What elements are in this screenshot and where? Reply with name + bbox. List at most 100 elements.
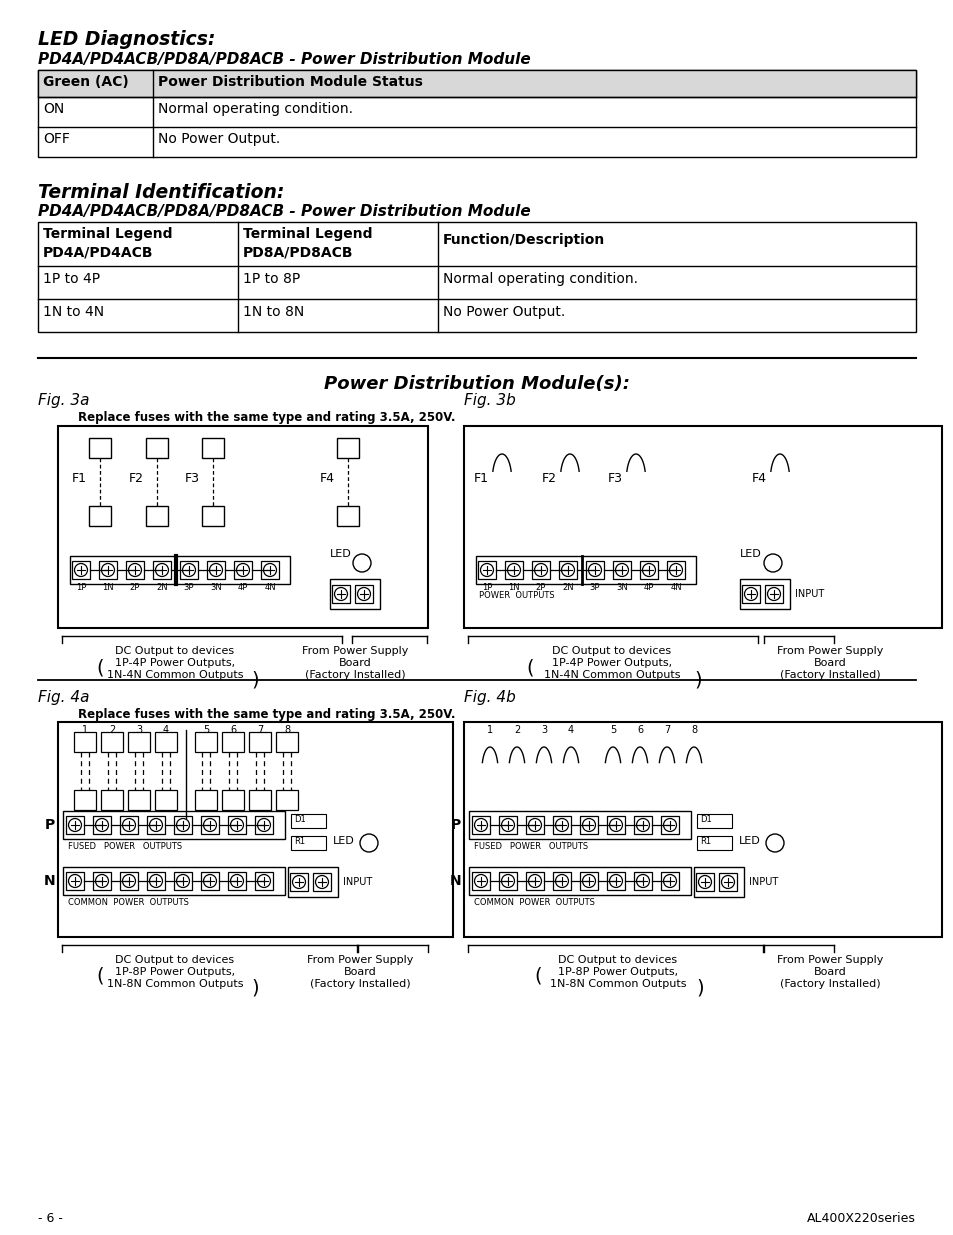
Bar <box>693 867 743 897</box>
Text: F1: F1 <box>474 473 489 485</box>
Text: (Factory Installed): (Factory Installed) <box>304 671 405 680</box>
Text: Terminal Identification:: Terminal Identification: <box>38 183 284 203</box>
Text: 1N: 1N <box>102 583 113 592</box>
Text: 1N to 8N: 1N to 8N <box>243 305 304 319</box>
Text: Normal operating condition.: Normal operating condition. <box>442 272 638 287</box>
Text: INPUT: INPUT <box>343 877 372 887</box>
Bar <box>579 872 598 890</box>
Bar <box>463 722 941 937</box>
Bar <box>275 732 297 752</box>
Bar <box>585 561 603 579</box>
Text: D1: D1 <box>700 815 711 824</box>
Text: Fig. 3a: Fig. 3a <box>38 393 90 408</box>
Text: DC Output to devices: DC Output to devices <box>115 646 234 656</box>
Text: 6: 6 <box>637 725 642 735</box>
Bar <box>89 506 111 526</box>
Text: PD4A/PD4ACB/PD8A/PD8ACB - Power Distribution Module: PD4A/PD4ACB/PD8A/PD8ACB - Power Distribu… <box>38 52 530 67</box>
Text: 4N: 4N <box>264 583 275 592</box>
Text: From Power Supply: From Power Supply <box>307 955 413 965</box>
Text: Board: Board <box>338 658 371 668</box>
Text: Board: Board <box>813 658 845 668</box>
Bar <box>741 585 760 603</box>
Bar <box>330 579 379 609</box>
Text: Fig. 4a: Fig. 4a <box>38 690 90 705</box>
Text: 3: 3 <box>540 725 546 735</box>
Text: 1: 1 <box>82 725 88 735</box>
Text: 2P: 2P <box>536 583 546 592</box>
Bar <box>469 867 690 895</box>
Text: F4: F4 <box>751 473 766 485</box>
Text: 3P: 3P <box>589 583 599 592</box>
Text: Power Distribution Module(s):: Power Distribution Module(s): <box>324 375 629 393</box>
Text: P: P <box>45 818 55 832</box>
Text: 4: 4 <box>163 725 169 735</box>
Bar <box>498 816 517 834</box>
Text: F3: F3 <box>185 473 200 485</box>
Bar <box>660 872 679 890</box>
Text: DC Output to devices: DC Output to devices <box>115 955 234 965</box>
Bar <box>194 790 216 810</box>
Text: INPUT: INPUT <box>794 589 823 599</box>
Text: (: ( <box>526 658 533 677</box>
Text: DC Output to devices: DC Output to devices <box>558 955 677 965</box>
Text: No Power Output.: No Power Output. <box>158 132 280 146</box>
Text: 1N-4N Common Outputs: 1N-4N Common Outputs <box>543 671 679 680</box>
Text: DC Output to devices: DC Output to devices <box>552 646 671 656</box>
Text: Replace fuses with the same type and rating 3.5A, 250V.: Replace fuses with the same type and rat… <box>78 708 455 721</box>
Text: 1N-8N Common Outputs: 1N-8N Common Outputs <box>107 979 243 989</box>
Bar <box>288 867 337 897</box>
Text: AL400X220series: AL400X220series <box>806 1212 915 1225</box>
Bar <box>336 438 358 458</box>
Bar <box>92 872 111 890</box>
Text: From Power Supply: From Power Supply <box>776 646 882 656</box>
Text: (Factory Installed): (Factory Installed) <box>779 979 880 989</box>
Bar <box>249 790 271 810</box>
Bar <box>92 816 111 834</box>
Text: 1P-8P Power Outputs,: 1P-8P Power Outputs, <box>114 967 234 977</box>
Text: From Power Supply: From Power Supply <box>301 646 408 656</box>
Text: (: ( <box>96 967 104 986</box>
Text: ): ) <box>694 671 701 689</box>
Bar <box>634 872 651 890</box>
Bar <box>666 561 684 579</box>
Bar <box>154 732 177 752</box>
Text: F2: F2 <box>541 473 557 485</box>
Bar <box>639 561 658 579</box>
Text: 1P-4P Power Outputs,: 1P-4P Power Outputs, <box>114 658 234 668</box>
Text: P: P <box>450 818 460 832</box>
Text: F4: F4 <box>319 473 335 485</box>
Text: 2P: 2P <box>130 583 140 592</box>
Bar <box>128 732 150 752</box>
Bar <box>128 790 150 810</box>
Bar <box>70 556 290 584</box>
Text: Normal operating condition.: Normal operating condition. <box>158 103 353 116</box>
Bar <box>525 872 543 890</box>
Bar <box>173 872 192 890</box>
Bar <box>558 561 577 579</box>
Text: (Factory Installed): (Factory Installed) <box>779 671 880 680</box>
Bar <box>38 70 915 98</box>
Bar <box>63 867 285 895</box>
Text: N: N <box>43 874 55 888</box>
Bar <box>472 872 490 890</box>
Text: 1P: 1P <box>481 583 492 592</box>
Bar <box>291 814 326 827</box>
Bar <box>147 816 165 834</box>
Bar <box>194 732 216 752</box>
Text: 7: 7 <box>663 725 669 735</box>
Text: LED: LED <box>333 836 355 846</box>
Text: Green (AC): Green (AC) <box>43 75 129 89</box>
Text: 4N: 4N <box>670 583 681 592</box>
Text: - 6 -: - 6 - <box>38 1212 63 1225</box>
Bar <box>579 816 598 834</box>
Text: ON: ON <box>43 103 64 116</box>
Bar <box>740 579 789 609</box>
Text: 2N: 2N <box>561 583 573 592</box>
Bar <box>275 790 297 810</box>
Bar <box>228 872 246 890</box>
Text: 3N: 3N <box>210 583 222 592</box>
Text: (: ( <box>96 658 104 677</box>
Text: LED Diagnostics:: LED Diagnostics: <box>38 30 215 49</box>
Bar <box>66 872 84 890</box>
Text: LED: LED <box>739 836 760 846</box>
